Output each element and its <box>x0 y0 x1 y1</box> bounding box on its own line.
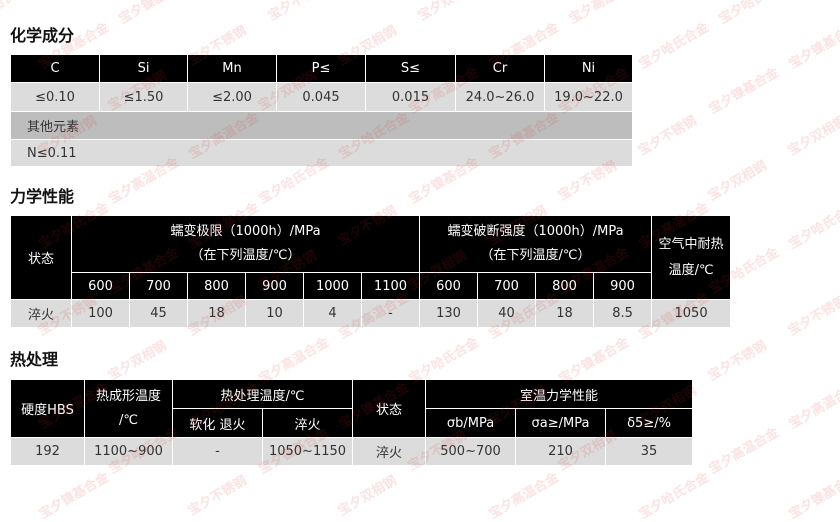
value-ni: 19.0~22.0 <box>544 82 633 112</box>
sigma-b-value: 500~700 <box>425 437 517 466</box>
rupture-value: 18 <box>535 299 595 328</box>
mechanical-title: 力学性能 <box>10 187 75 206</box>
header-s: S≤ <box>365 54 456 83</box>
creep-limit-header: 蠕变极限（1000h）/MPa （在下列温度/℃） <box>70 215 421 273</box>
quench-value: 1050~1150 <box>261 437 354 466</box>
heat-title: 热处理 <box>10 350 59 369</box>
value-c: ≤0.10 <box>10 82 100 112</box>
header-p: P≤ <box>276 54 366 83</box>
rupture-temp: 900 <box>593 272 653 300</box>
hardness-value: 192 <box>10 437 85 466</box>
room-props-header: 室温力学性能 <box>425 379 694 409</box>
watermark: 宝夕哈氏合金 <box>636 20 712 73</box>
air-temp-unit: 温度/℃ <box>668 262 714 278</box>
creep-temp: 1100 <box>360 272 421 300</box>
rupture-title: 蠕变破断强度（1000h）/MPa <box>447 224 624 239</box>
heat-state-header: 状态 <box>352 379 427 438</box>
other-elements-label: 其他元素 <box>10 111 633 140</box>
header-mn: Mn <box>187 54 277 83</box>
quench-header: 淬火 <box>261 408 354 438</box>
heat-table: 硬度HBS 热成形温度 /℃ 热处理温度/℃ 状态 室温力学性能 软化 退火 淬火… <box>10 379 694 466</box>
sigma-a-value: 210 <box>515 437 607 466</box>
header-c: C <box>10 54 100 83</box>
watermark: 宝夕镍基合金 <box>786 470 840 522</box>
creep-temp: 800 <box>187 272 246 300</box>
watermark: 宝夕不锈钢 <box>636 113 700 159</box>
watermark: 宝夕高温合金 <box>706 425 782 478</box>
watermark: 宝夕镍基合金 <box>116 0 192 28</box>
delta5-value: 35 <box>605 437 694 466</box>
sigma-b-header: σb/MPa <box>425 408 517 438</box>
treat-temp-header: 热处理温度/℃ <box>171 379 354 409</box>
state-header: 状态 <box>10 215 72 300</box>
watermark: 宝夕双相钢 <box>106 338 170 384</box>
header-cr: Cr <box>455 54 545 83</box>
watermark: 宝夕双相钢 <box>706 158 770 204</box>
soft-anneal-value: - <box>172 437 263 466</box>
watermark: 宝夕双相钢 <box>416 0 480 24</box>
creep-limit-title: 蠕变极限（1000h）/MPa <box>170 224 321 239</box>
value-s: 0.015 <box>365 82 456 112</box>
rupture-temp: 700 <box>477 272 537 300</box>
rupture-temp: 600 <box>419 272 479 300</box>
creep-value: 100 <box>71 299 130 328</box>
header-ni: Ni <box>544 54 633 83</box>
watermark: 宝夕不锈钢 <box>266 0 330 24</box>
creep-value: - <box>360 299 421 328</box>
rupture-value: 8.5 <box>593 299 653 328</box>
watermark: 宝夕高温合金 <box>566 0 642 28</box>
header-si: Si <box>99 54 188 83</box>
heat-state-value: 淬火 <box>352 437 427 466</box>
creep-temp: 900 <box>245 272 304 300</box>
sigma-a-header: σa≥/MPa <box>515 408 607 438</box>
chemical-title: 化学成分 <box>10 26 75 45</box>
watermark: 宝夕镍基合金 <box>36 470 112 522</box>
air-temp-value: 1050 <box>651 299 732 328</box>
hardness-header: 硬度HBS <box>10 379 85 438</box>
watermark: 宝夕哈氏合金 <box>636 470 712 522</box>
watermark: 宝夕高温合金 <box>486 470 562 522</box>
soft-anneal-header: 软化 退火 <box>172 408 263 438</box>
value-mn: ≤2.00 <box>187 82 277 112</box>
rupture-sub: （在下列温度/℃） <box>480 248 591 263</box>
creep-value: 18 <box>187 299 246 328</box>
watermark: 宝夕镍基合金 <box>706 65 782 118</box>
creep-temp: 1000 <box>303 272 362 300</box>
watermark: 宝夕镍基合金 <box>786 20 840 73</box>
watermark: 宝夕高温合金 <box>786 380 840 433</box>
watermark: 宝夕双相钢 <box>786 113 840 159</box>
watermark: 宝夕不锈钢 <box>786 293 840 339</box>
forming-temp-value: 1100~900 <box>84 437 173 466</box>
value-cr: 24.0~26.0 <box>455 82 545 112</box>
forming-temp-header: 热成形温度 /℃ <box>84 379 173 438</box>
other-elements-value: N≤0.11 <box>10 139 633 167</box>
rupture-header: 蠕变破断强度（1000h）/MPa （在下列温度/℃） <box>419 215 653 273</box>
rupture-value: 130 <box>419 299 479 328</box>
watermark: 宝夕哈氏合金 <box>786 200 840 253</box>
creep-value: 45 <box>129 299 188 328</box>
forming-temp-title: 热成形温度 <box>95 388 161 404</box>
creep-limit-sub: （在下列温度/℃） <box>190 248 301 263</box>
creep-value: 4 <box>303 299 362 328</box>
creep-temp: 600 <box>71 272 130 300</box>
watermark: 宝夕双相钢 <box>336 473 400 519</box>
watermark: 宝夕哈氏合金 <box>716 0 792 28</box>
delta5-header: δ5≥/% <box>605 408 694 438</box>
watermark: 宝夕不锈钢 <box>186 473 250 519</box>
chemical-table: C Si Mn P≤ S≤ Cr Ni ≤0.10 ≤1.50 ≤2.00 0.… <box>10 54 633 167</box>
creep-temp: 700 <box>129 272 188 300</box>
value-p: 0.045 <box>276 82 366 112</box>
forming-temp-unit: /℃ <box>119 412 138 428</box>
creep-value: 10 <box>245 299 304 328</box>
row-state: 淬火 <box>10 299 72 328</box>
rupture-value: 40 <box>477 299 537 328</box>
air-temp-title: 空气中耐热 <box>658 236 724 252</box>
air-temp-header: 空气中耐热温度/℃ <box>651 215 732 300</box>
rupture-temp: 800 <box>535 272 595 300</box>
value-si: ≤1.50 <box>99 82 188 112</box>
watermark: 宝夕不锈钢 <box>706 338 770 384</box>
mechanical-table: 状态 蠕变极限（1000h）/MPa （在下列温度/℃） 蠕变破断强度（1000h… <box>10 215 732 328</box>
